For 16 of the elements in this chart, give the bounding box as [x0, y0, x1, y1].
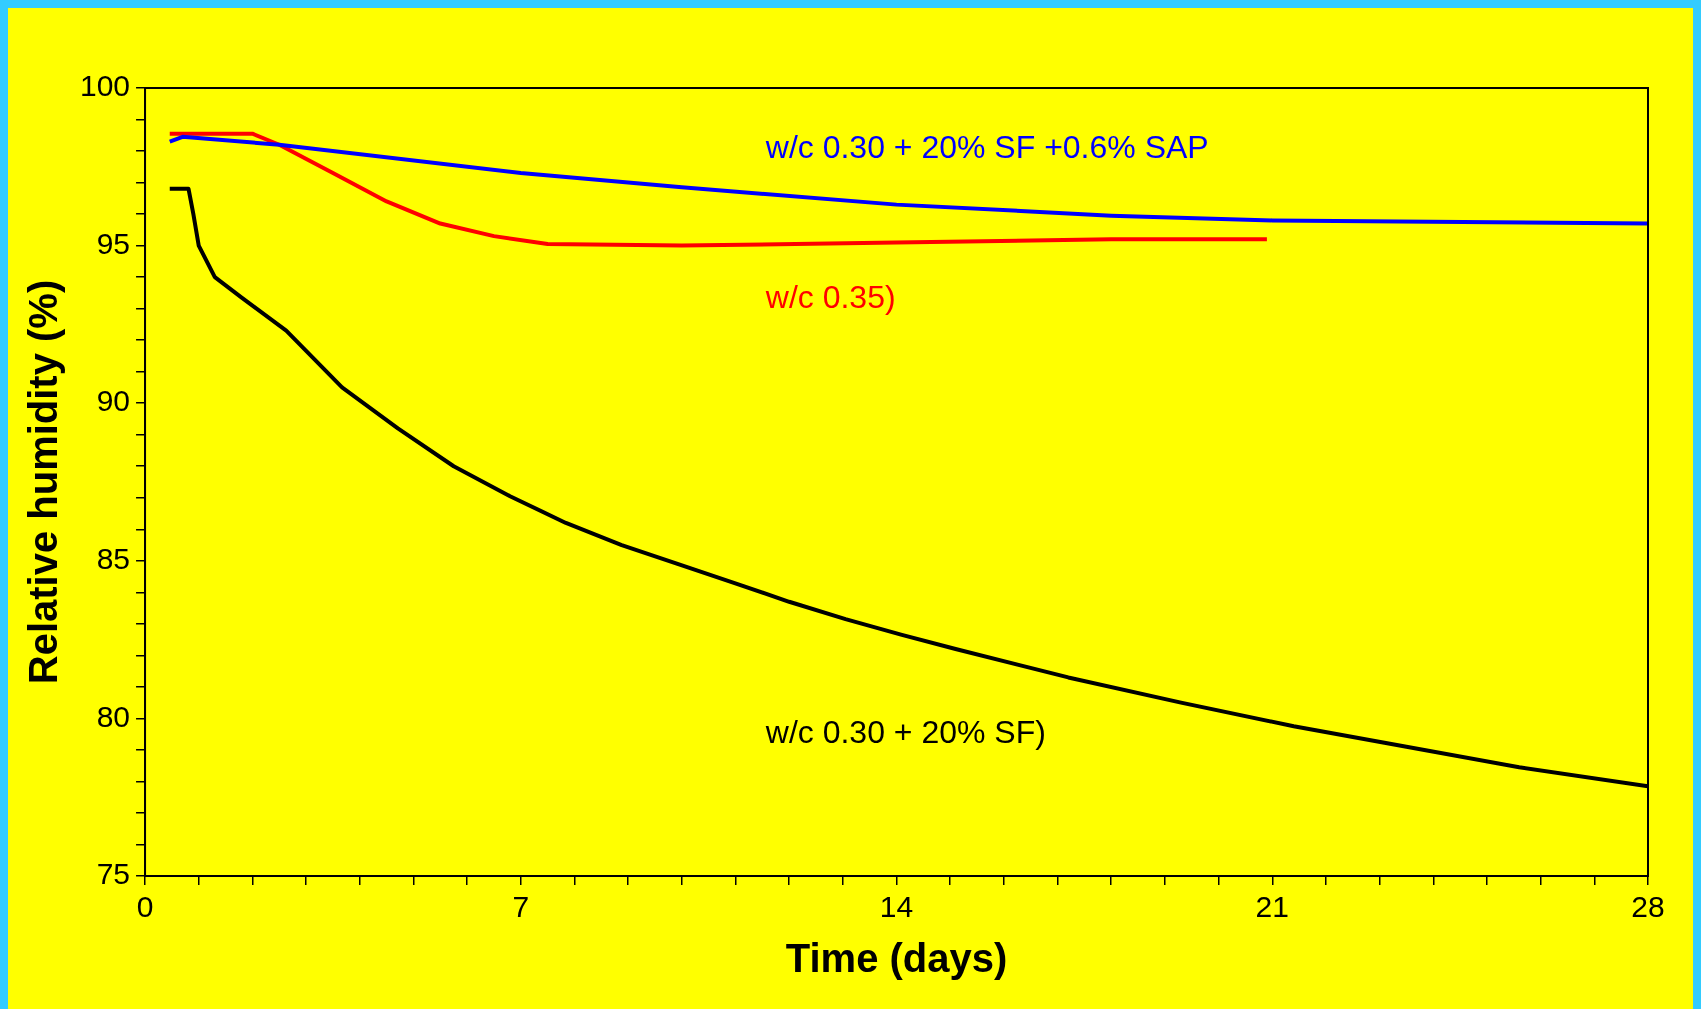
- series-label: w/c 0.30 + 20% SF): [764, 713, 1046, 750]
- y-tick-label: 90: [96, 384, 131, 418]
- x-tick-label: 21: [1255, 890, 1289, 924]
- x-tick-label: 7: [512, 890, 530, 924]
- y-tick-label: 85: [96, 542, 131, 576]
- series-label: w/c 0.35): [764, 279, 896, 316]
- x-tick-label: 14: [879, 890, 914, 924]
- y-tick-label: 80: [96, 699, 131, 733]
- y-tick-label: 100: [79, 69, 131, 103]
- y-axis-title: Relative humidity (%): [21, 279, 66, 685]
- series-label: w/c 0.30 + 20% SF +0.6% SAP: [764, 128, 1209, 165]
- x-axis-title: Time (days): [785, 936, 1008, 981]
- x-tick-label: 28: [1631, 890, 1665, 924]
- y-tick-label: 95: [96, 226, 131, 260]
- y-tick-label: 75: [96, 857, 131, 891]
- x-tick-label: 0: [136, 890, 154, 924]
